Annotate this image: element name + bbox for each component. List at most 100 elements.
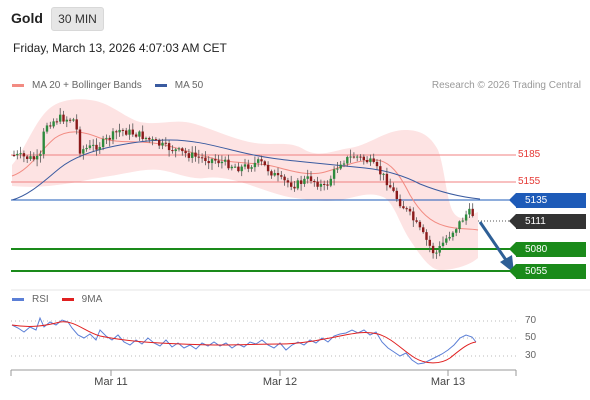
rsi-ma-swatch — [61, 298, 74, 301]
candle-body — [98, 147, 101, 150]
candle-body — [174, 149, 177, 152]
candle-body — [435, 252, 438, 254]
candle-body — [78, 129, 82, 154]
candle-body — [144, 137, 148, 139]
candle-body — [62, 114, 65, 122]
candle-body — [306, 176, 309, 179]
candle-body — [316, 181, 319, 187]
candle-body — [468, 208, 471, 215]
candle-body — [161, 142, 164, 146]
legend-ma20: MA 20 + Bollinger Bands — [12, 80, 142, 91]
forecast-arrow-shaft — [478, 221, 510, 264]
candle-body — [247, 164, 250, 169]
candle-body — [408, 208, 412, 212]
candle-body — [418, 221, 422, 228]
candle-body — [276, 173, 280, 176]
candle-body — [336, 168, 339, 170]
candle-body — [167, 143, 171, 151]
candle-body — [207, 161, 210, 164]
rsi-tick-50: 50 — [525, 332, 537, 343]
candle-body — [451, 232, 455, 237]
candle-body — [85, 147, 88, 150]
candle-body — [171, 150, 174, 152]
candle-body — [270, 171, 273, 176]
candle-body — [39, 154, 42, 156]
candle-body — [184, 151, 187, 154]
candle-body — [253, 162, 257, 168]
x-label-mar13: Mar 13 — [430, 376, 466, 388]
candle-body — [177, 148, 181, 150]
candle-body — [134, 134, 138, 137]
candle-body — [115, 131, 118, 133]
candle-body — [313, 180, 316, 182]
candle-body — [68, 119, 72, 121]
candle-body — [111, 131, 115, 140]
candle-body — [329, 178, 332, 186]
candle-body — [154, 139, 158, 141]
candle-body — [187, 153, 191, 158]
candle-body — [471, 208, 474, 216]
candle-body — [415, 220, 418, 222]
candle-body — [194, 152, 197, 157]
candle-body — [392, 187, 395, 191]
candle-body — [458, 221, 461, 230]
timeframe-button[interactable]: 30 MIN — [51, 7, 104, 31]
rsi-line — [11, 316, 477, 365]
candle-body — [273, 173, 276, 176]
candle-body — [395, 190, 398, 200]
candle-body — [49, 125, 52, 127]
candle-body — [217, 160, 220, 164]
candlesticks — [12, 108, 474, 259]
candle-body — [52, 121, 55, 127]
candle-body — [42, 131, 45, 155]
candle-body — [283, 176, 286, 181]
legend-9ma: 9MA — [61, 294, 102, 305]
candle-body — [359, 156, 362, 158]
candle-body — [230, 166, 233, 169]
candle-body — [382, 173, 385, 175]
bollinger-band — [12, 99, 478, 270]
candle-body — [148, 137, 151, 140]
legend-ma50-label: MA 50 — [174, 80, 204, 91]
x-label-mar12: Mar 12 — [262, 376, 298, 388]
candle-body — [352, 156, 356, 158]
candle-body — [342, 163, 346, 165]
candle-body — [12, 155, 16, 156]
candle-body — [158, 140, 161, 146]
candle-body — [16, 153, 19, 156]
candle-body — [257, 159, 260, 163]
candle-body — [138, 131, 141, 137]
candle-body — [385, 173, 389, 186]
last-price-tag: 5111 — [509, 214, 586, 229]
candle-body — [128, 129, 131, 135]
candle-body — [362, 156, 365, 161]
candle-body — [204, 157, 207, 162]
candle-body — [240, 166, 243, 172]
candle-body — [45, 125, 49, 132]
candle-body — [303, 178, 306, 184]
candle-body — [250, 167, 253, 169]
candle-body — [375, 161, 379, 167]
candle-body — [19, 153, 22, 155]
candle-body — [263, 161, 266, 165]
candle-body — [266, 164, 270, 172]
pivot-price-tag: 5135 — [509, 193, 586, 208]
candle-body — [260, 159, 263, 162]
candle-body — [233, 166, 237, 168]
candle-body — [141, 131, 144, 139]
candle-body — [131, 129, 134, 135]
candle-body — [280, 175, 283, 177]
candle-body — [425, 232, 428, 240]
candle-body — [59, 114, 62, 122]
candle-body — [461, 220, 464, 222]
candle-body — [243, 164, 247, 167]
candle-body — [29, 156, 32, 159]
candle-body — [75, 119, 78, 130]
candle-body — [118, 129, 121, 133]
candle-body — [356, 156, 359, 158]
candle-body — [82, 149, 85, 154]
instrument-title: Gold — [11, 10, 43, 26]
x-label-mar11: Mar 11 — [94, 376, 128, 388]
candle-body — [405, 208, 408, 210]
candle-body — [339, 164, 342, 169]
